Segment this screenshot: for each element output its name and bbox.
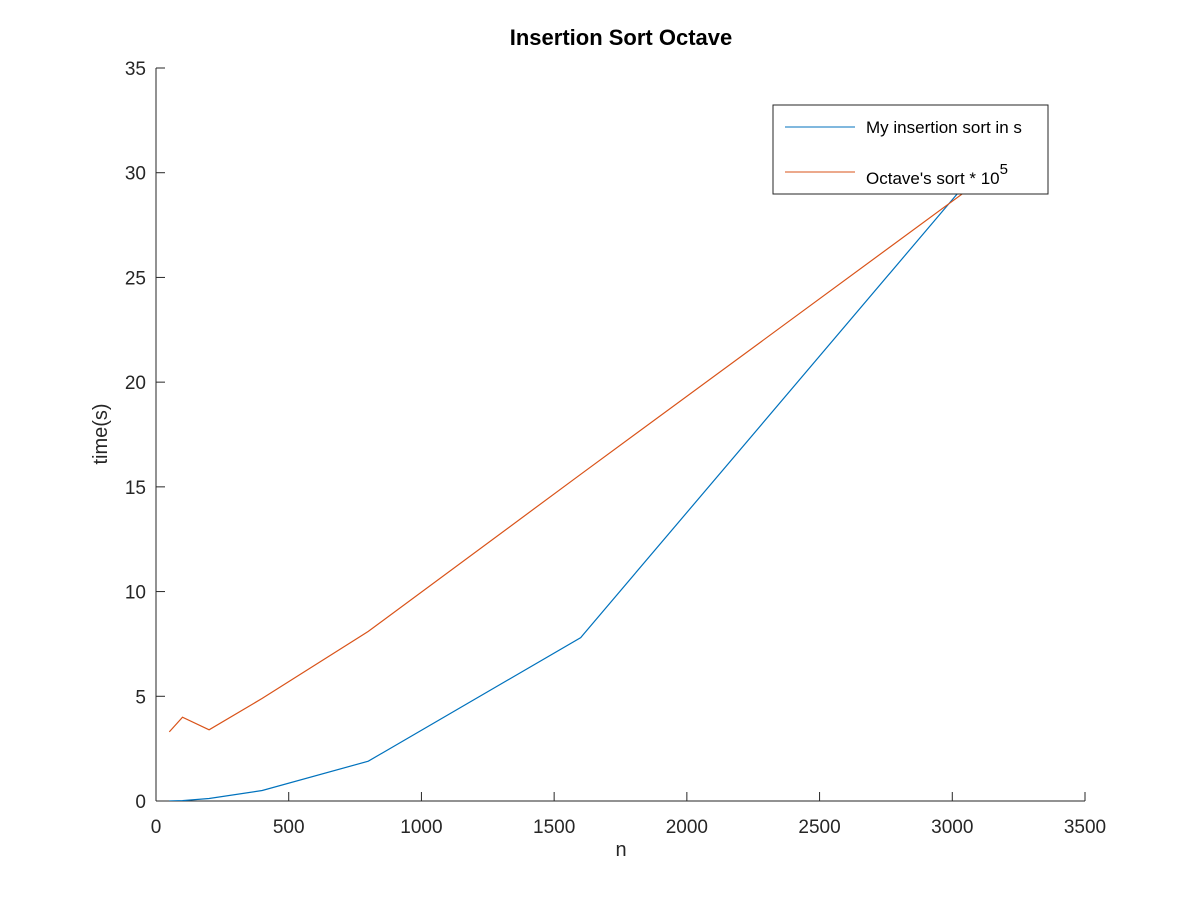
y-tick-label: 30 [125,164,146,185]
y-ticks: 0 5 10 15 20 25 30 35 [125,59,165,813]
series-lines [168,136,1006,801]
series-insertion-sort-line [169,136,1006,801]
legend-label-insertion-sort: My insertion sort in s [866,118,1022,137]
x-tick-label: 500 [273,817,305,838]
x-tick-label: 1000 [400,817,442,838]
x-tick-label: 3500 [1064,817,1106,838]
y-tick-label: 5 [135,687,146,708]
x-tick-label: 2000 [666,817,708,838]
y-tick-label: 20 [125,373,146,394]
series-octave-sort-line [168,161,1006,733]
y-tick-label: 25 [125,268,146,289]
y-tick-label: 0 [135,792,146,813]
y-tick-label: 15 [125,478,146,499]
legend: My insertion sort in s Octave's sort * 1… [772,104,1049,195]
x-tick-label: 2500 [798,817,840,838]
y-tick-label: 10 [125,583,146,604]
y-tick-label: 35 [125,59,146,80]
x-tick-label: 3000 [931,817,973,838]
legend-label-octave-sort-exponent: 5 [1000,161,1008,178]
x-ticks: 0 500 1000 1500 2000 2500 3000 3500 [151,792,1106,838]
legend-label-octave-sort-main: Octave's sort * 10 [866,169,1000,188]
x-tick-label: 1500 [533,817,575,838]
x-tick-label: 0 [151,817,162,838]
legend-box [772,104,1049,195]
legend-label-octave-sort: Octave's sort * 105 [866,161,1008,188]
chart-title: Insertion Sort Octave [510,25,733,50]
x-axis-label: n [615,839,626,861]
plot-area [155,68,1085,802]
y-axis-label: time(s) [90,403,112,464]
